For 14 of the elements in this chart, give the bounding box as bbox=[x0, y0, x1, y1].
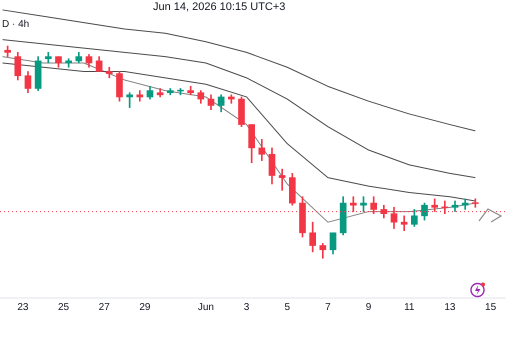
x-tick-label: 13 bbox=[444, 302, 456, 313]
x-tick-label: 7 bbox=[325, 302, 332, 313]
x-tick-label: Jun bbox=[198, 302, 214, 313]
x-tick-label: 15 bbox=[485, 302, 497, 313]
chart-subtitle: D · 4h bbox=[2, 19, 30, 30]
x-tick-label: 5 bbox=[284, 302, 290, 313]
x-tick-label: 27 bbox=[98, 302, 110, 313]
text: Jun 14, 2026 10:15 UTC+3 bbox=[150, 1, 288, 13]
x-tick-label: 29 bbox=[139, 302, 151, 313]
x-tick-label: 9 bbox=[366, 302, 372, 313]
x-tick-label: 3 bbox=[244, 302, 250, 313]
x-tick-label: 25 bbox=[58, 302, 70, 313]
x-tick-label: 23 bbox=[17, 302, 29, 313]
x-tick-label: 11 bbox=[404, 302, 415, 313]
